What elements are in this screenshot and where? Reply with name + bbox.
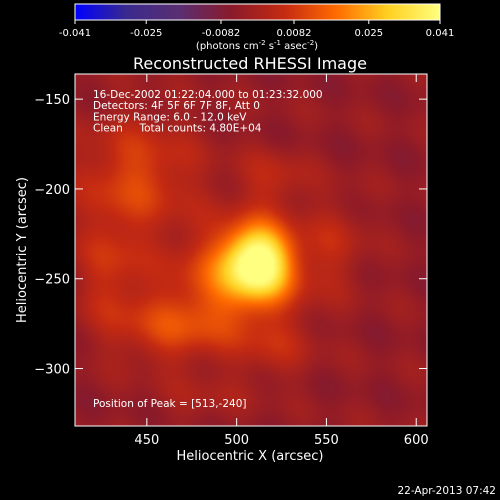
info-line: Energy Range: 6.0 - 12.0 keV — [93, 111, 247, 123]
y-tick-label: −300 — [34, 363, 70, 378]
colorbar-tick-label: -0.041 — [59, 28, 91, 39]
x-tick-label: 500 — [224, 433, 249, 448]
heatmap-raster — [75, 74, 427, 426]
x-tick-label: 600 — [404, 433, 429, 448]
colorbar-tick-label: -0.0082 — [202, 28, 241, 39]
colorbar-tick-label: 0.025 — [354, 28, 383, 39]
heatmap-image — [75, 74, 427, 426]
x-tick-label: 450 — [134, 433, 159, 448]
info-line: Detectors: 4F 5F 6F 7F 8F, Att 0 — [93, 100, 260, 112]
y-tick-label: −250 — [34, 273, 70, 288]
peak-position-label: Position of Peak = [513,-240] — [93, 398, 247, 410]
y-axis-label: Heliocentric Y (arcsec) — [15, 177, 30, 323]
plot-frame — [74, 73, 428, 427]
colorbar-tick-label: 0.0082 — [277, 28, 312, 39]
y-axis-ticks — [75, 98, 427, 370]
x-axis-tick-labels: 450 500 550 600 — [134, 433, 428, 448]
colorbar-unit-label: (photons cm-2 s-1 asec-2) — [196, 39, 318, 52]
x-tick-label: 550 — [314, 433, 339, 448]
chart-title: Reconstructed RHESSI Image — [133, 54, 367, 73]
x-axis-ticks — [146, 74, 417, 426]
colorbar-ticks — [74, 20, 441, 24]
info-line: Clean Total counts: 4.80E+04 — [93, 123, 262, 135]
observation-info: 16-Dec-2002 01:22:04.000 to 01:23:32.000… — [93, 89, 323, 135]
colorbar-tick-label: -0.025 — [130, 28, 162, 39]
y-tick-label: −150 — [34, 93, 70, 108]
colorbar-tick-labels: -0.041 -0.025 -0.0082 0.0082 0.025 0.041 — [59, 28, 454, 39]
timestamp: 22-Apr-2013 07:42 — [397, 485, 496, 497]
colorbar-tick-label: 0.041 — [426, 28, 455, 39]
info-line: 16-Dec-2002 01:22:04.000 to 01:23:32.000 — [93, 89, 323, 101]
y-axis-tick-labels: −150 −200 −250 −300 — [34, 93, 70, 377]
x-axis-label: Heliocentric X (arcsec) — [177, 449, 324, 464]
colorbar — [74, 3, 441, 21]
y-tick-label: −200 — [34, 183, 70, 198]
